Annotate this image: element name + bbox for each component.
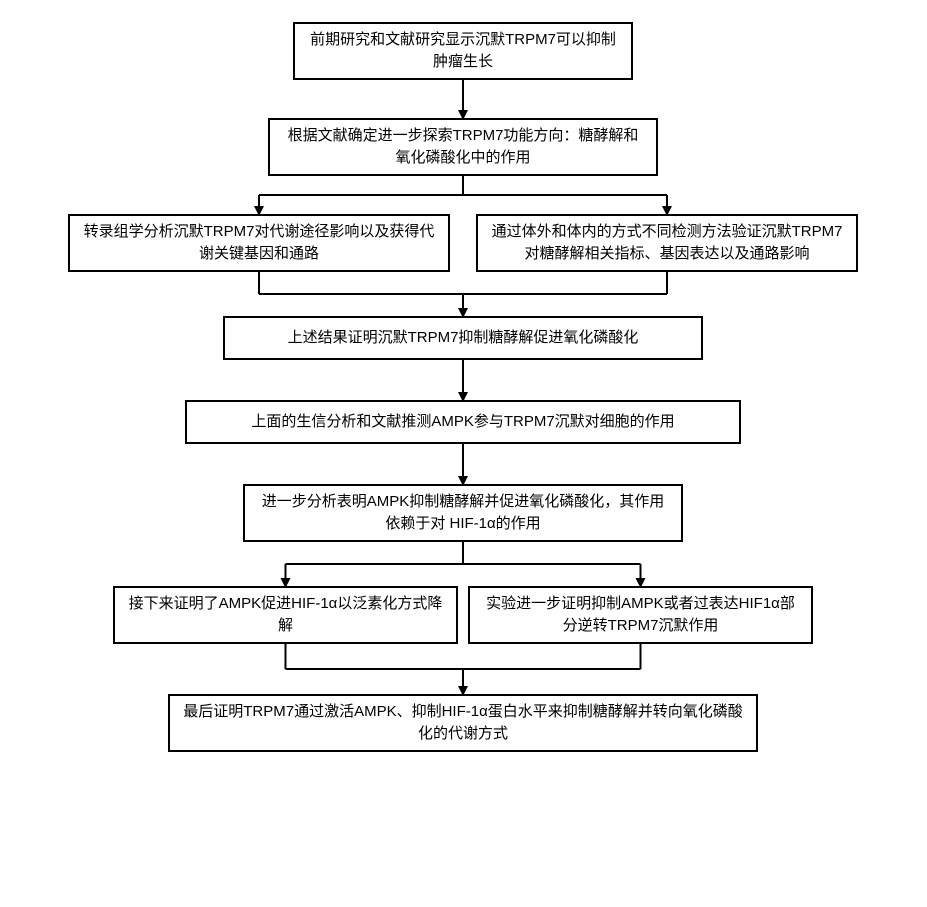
flow-node-label: 根据文献确定进一步探索TRPM7功能方向：糖酵解和氧化磷酸化中的作用: [282, 125, 644, 170]
flow-node-n3b: 通过体外和体内的方式不同检测方法验证沉默TRPM7对糖酵解相关指标、基因表达以及…: [476, 214, 858, 272]
flow-node-label: 前期研究和文献研究显示沉默TRPM7可以抑制肿瘤生长: [307, 29, 619, 74]
flow-node-label: 通过体外和体内的方式不同检测方法验证沉默TRPM7对糖酵解相关指标、基因表达以及…: [490, 221, 844, 266]
flow-node-label: 上面的生信分析和文献推测AMPK参与TRPM7沉默对细胞的作用: [251, 411, 674, 434]
flow-node-n6: 进一步分析表明AMPK抑制糖酵解并促进氧化磷酸化，其作用依赖于对 HIF-1α的…: [243, 484, 683, 542]
flow-node-label: 最后证明TRPM7通过激活AMPK、抑制HIF-1α蛋白水平来抑制糖酵解并转向氧…: [182, 701, 744, 746]
flow-node-n3a: 转录组学分析沉默TRPM7对代谢途径影响以及获得代谢关键基因和通路: [68, 214, 450, 272]
flow-node-n2: 根据文献确定进一步探索TRPM7功能方向：糖酵解和氧化磷酸化中的作用: [268, 118, 658, 176]
flow-node-n5: 上面的生信分析和文献推测AMPK参与TRPM7沉默对细胞的作用: [185, 400, 741, 444]
flow-node-label: 转录组学分析沉默TRPM7对代谢途径影响以及获得代谢关键基因和通路: [82, 221, 436, 266]
flow-node-label: 上述结果证明沉默TRPM7抑制糖酵解促进氧化磷酸化: [288, 327, 639, 350]
flow-node-n8: 最后证明TRPM7通过激活AMPK、抑制HIF-1α蛋白水平来抑制糖酵解并转向氧…: [168, 694, 758, 752]
flow-node-label: 接下来证明了AMPK促进HIF-1α以泛素化方式降解: [127, 593, 444, 638]
flowchart-canvas: 前期研究和文献研究显示沉默TRPM7可以抑制肿瘤生长根据文献确定进一步探索TRP…: [0, 0, 927, 907]
flow-node-label: 进一步分析表明AMPK抑制糖酵解并促进氧化磷酸化，其作用依赖于对 HIF-1α的…: [257, 491, 669, 536]
flow-node-label: 实验进一步证明抑制AMPK或者过表达HIF1α部分逆转TRPM7沉默作用: [482, 593, 799, 638]
flow-node-n4: 上述结果证明沉默TRPM7抑制糖酵解促进氧化磷酸化: [223, 316, 703, 360]
flow-node-n7a: 接下来证明了AMPK促进HIF-1α以泛素化方式降解: [113, 586, 458, 644]
flow-node-n7b: 实验进一步证明抑制AMPK或者过表达HIF1α部分逆转TRPM7沉默作用: [468, 586, 813, 644]
flow-node-n1: 前期研究和文献研究显示沉默TRPM7可以抑制肿瘤生长: [293, 22, 633, 80]
